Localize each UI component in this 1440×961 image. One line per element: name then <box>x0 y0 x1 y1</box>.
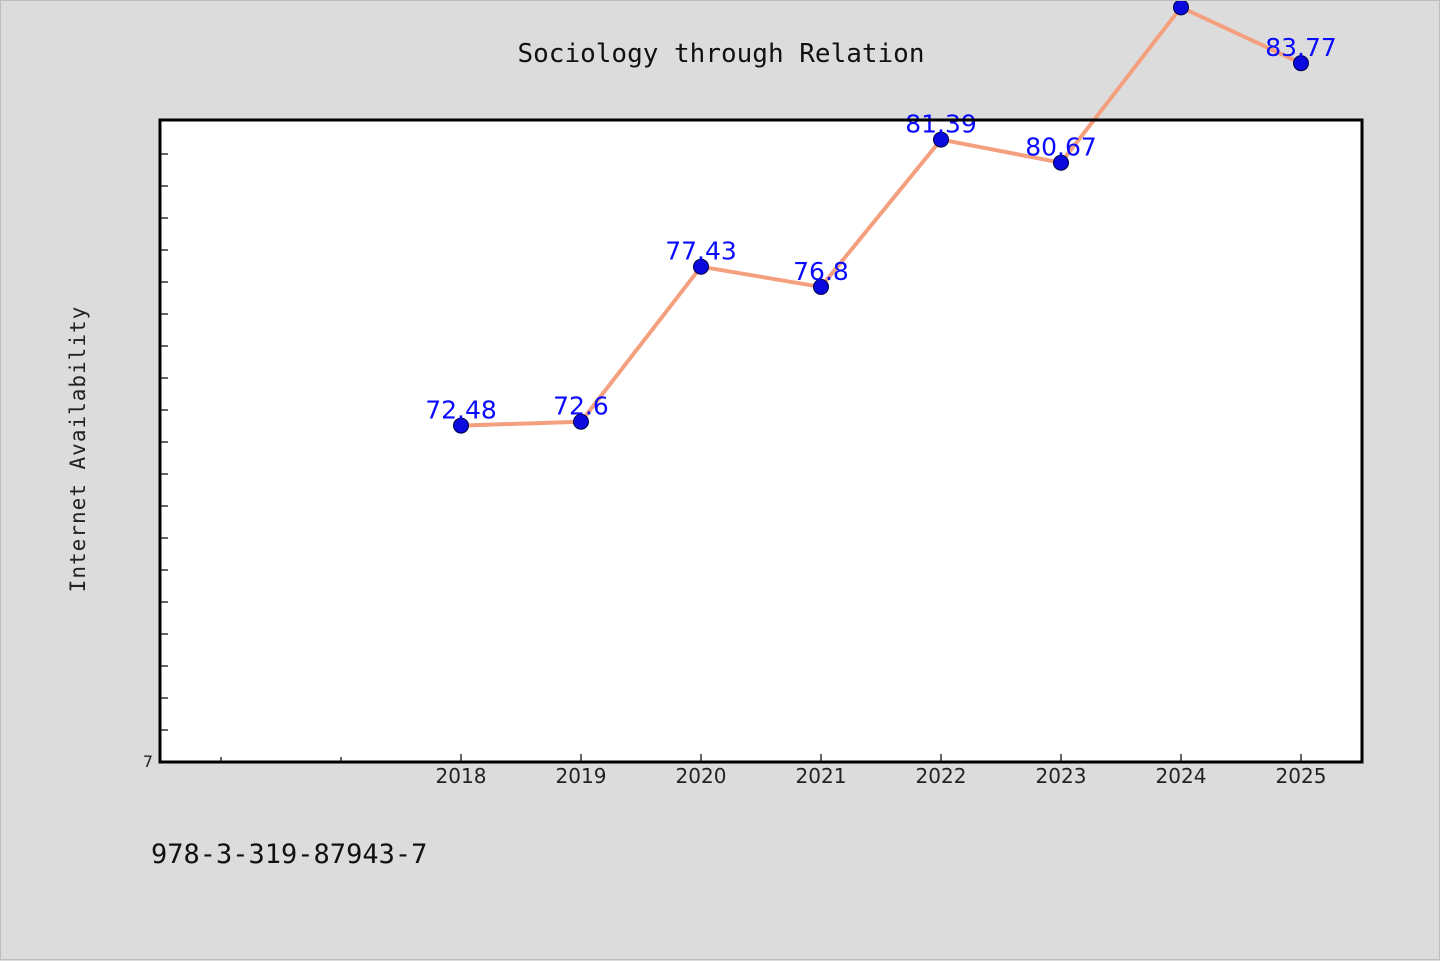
x-tick-label: 2023 <box>1036 764 1087 788</box>
data-point <box>1293 55 1309 72</box>
data-label: 81.39 <box>905 110 977 139</box>
x-tick-label: 2019 <box>556 764 607 788</box>
data-label: 77.43 <box>665 237 737 266</box>
data-point <box>453 417 469 434</box>
data-label: 76.8 <box>793 257 849 286</box>
x-tick-label: 2022 <box>916 764 967 788</box>
data-point <box>693 258 709 275</box>
data-label: 85.51 <box>1145 1 1217 6</box>
data-point <box>933 131 949 148</box>
x-tick-label: 2025 <box>1276 764 1327 788</box>
data-labels-group: 72.48 72.6 77.43 76.8 81.39 80.67 85.51 83.77 <box>425 1 1337 425</box>
data-label: 72.6 <box>553 392 609 421</box>
y-tick-label: 7 <box>143 752 153 771</box>
plot-frame <box>158 118 1364 764</box>
data-point <box>813 278 829 295</box>
series-line <box>460 5 1302 428</box>
plot-area <box>160 120 1362 762</box>
y-axis-label: Internet Availability <box>66 306 90 593</box>
isbn-text: 978-3-319-87943-7 <box>151 839 427 870</box>
x-tick-label: 2020 <box>676 764 727 788</box>
data-point <box>1173 1 1189 16</box>
x-tick-label: 2024 <box>1156 764 1207 788</box>
data-label: 72.48 <box>425 396 497 425</box>
data-label: 83.77 <box>1265 33 1337 62</box>
x-axis-ticks: 2018 2019 2020 2021 2022 2023 2024 2025 <box>220 754 1327 788</box>
x-tick-label: 2021 <box>796 764 847 788</box>
data-label: 80.67 <box>1025 133 1097 162</box>
data-point <box>573 413 589 430</box>
data-point <box>1053 154 1069 171</box>
x-tick-label: 2018 <box>436 764 487 788</box>
series-group <box>453 1 1309 434</box>
chart-title: Sociology through Relation <box>518 39 925 69</box>
